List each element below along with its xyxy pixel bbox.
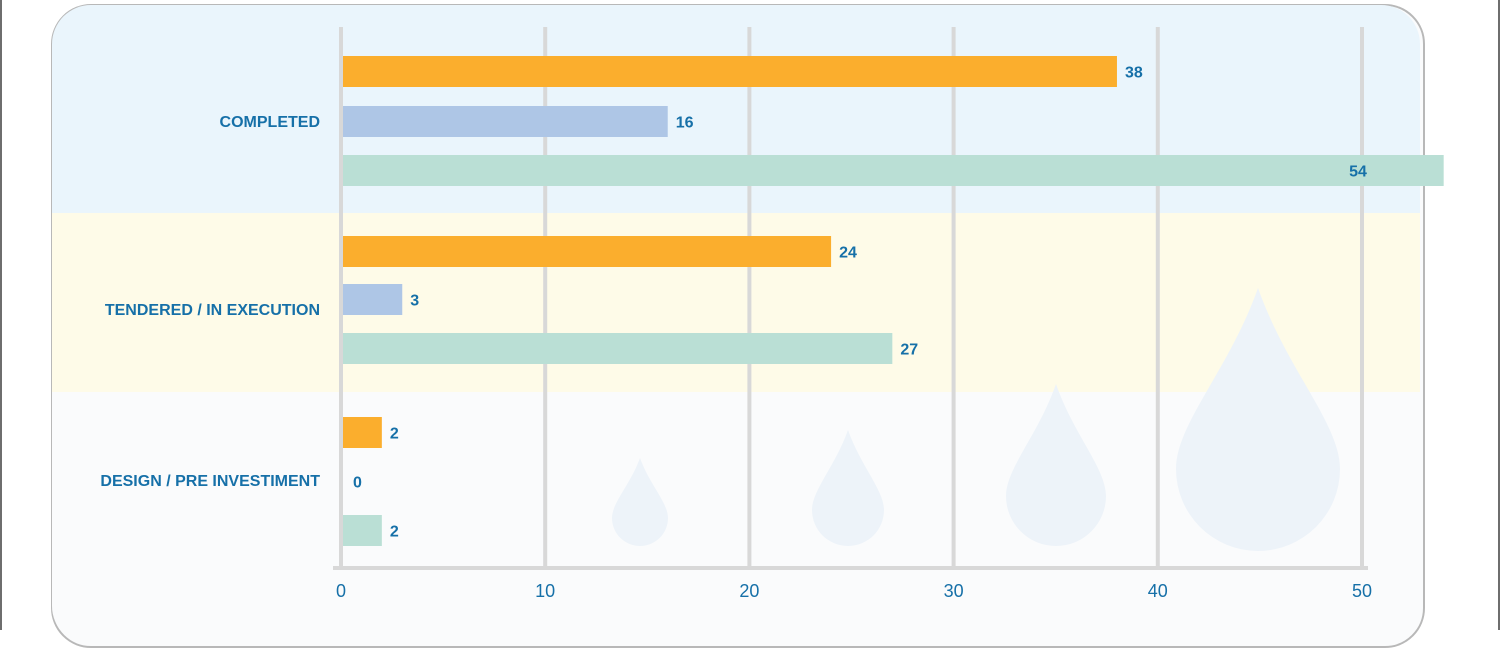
category-label: COMPLETED [220, 114, 320, 131]
water-drop-icon [812, 430, 884, 546]
bar [343, 155, 1444, 186]
page-border-left [0, 0, 2, 630]
x-tick-label: 40 [1148, 581, 1168, 601]
bar-value-label: 16 [676, 115, 694, 132]
x-tick-label: 0 [336, 581, 346, 601]
bar [343, 106, 668, 137]
x-tick-label: 20 [739, 581, 759, 601]
bar-value-label: 24 [839, 245, 857, 262]
bar [343, 515, 382, 546]
bar-value-label: 27 [900, 342, 918, 359]
bar [343, 333, 893, 364]
bar-value-label: 0 [353, 475, 362, 492]
x-tick-label: 10 [535, 581, 555, 601]
bar-value-label: 2 [390, 524, 399, 541]
bar [343, 284, 403, 315]
bar-value-label: 3 [410, 293, 419, 310]
category-label: TENDERED / IN EXECUTION [105, 302, 320, 319]
bar-value-label: 54 [1349, 164, 1367, 181]
x-tick-label: 50 [1352, 581, 1372, 601]
bar-value-label: 38 [1125, 65, 1143, 82]
water-drop-icon [1006, 384, 1106, 546]
x-tick-label: 30 [944, 581, 964, 601]
bar [343, 417, 382, 448]
bar [343, 56, 1117, 87]
water-drop-icon [612, 458, 668, 546]
water-drop-icon [1176, 288, 1340, 551]
bar-value-label: 2 [390, 426, 399, 443]
category-label: DESIGN / PRE INVESTIMENT [100, 473, 320, 490]
page-border-right [1498, 0, 1500, 630]
bar [343, 236, 832, 267]
